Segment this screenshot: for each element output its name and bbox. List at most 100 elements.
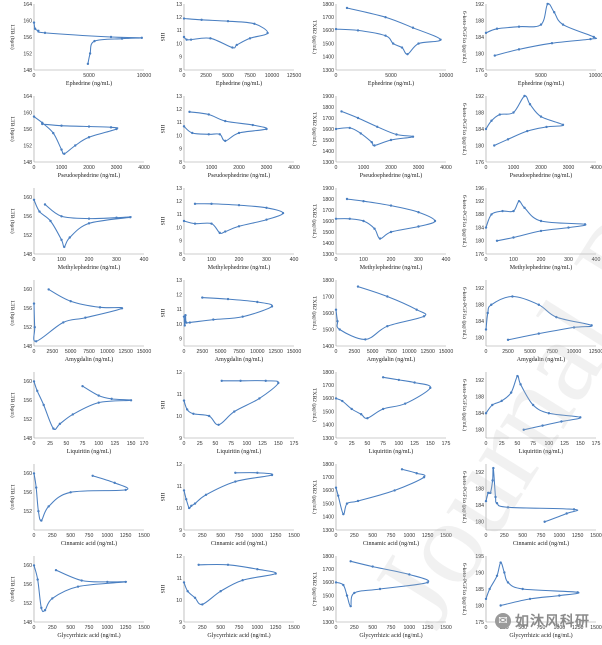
data-point — [124, 580, 127, 584]
data-point — [193, 596, 197, 599]
data-point — [253, 22, 256, 25]
x-tick-label: 25 — [499, 441, 505, 447]
chart-svg: 148 152 156 160 0 25 50 75 100 125 150 170 Liquiriti… — [9, 372, 148, 455]
x-tick-label: 500 — [216, 625, 225, 631]
x-tick-label: 3000 — [111, 165, 123, 171]
data-point — [553, 11, 556, 14]
x-tick-label: 200 — [537, 257, 546, 263]
y-axis-label: LTB (bpm) — [9, 576, 16, 601]
x-tick-label: 3000 — [563, 165, 575, 171]
x-tick-label: 15000 — [287, 349, 302, 355]
series-line — [33, 565, 128, 613]
data-point — [336, 320, 339, 323]
data-point — [486, 311, 489, 315]
data-point — [210, 222, 213, 225]
y-tick-label: 1700 — [322, 567, 334, 573]
x-tick-label: 12500 — [268, 349, 283, 355]
data-point — [555, 315, 558, 319]
x-tick-label: 5000 — [535, 73, 547, 79]
data-point — [115, 216, 118, 219]
data-point — [506, 506, 510, 509]
y-tick-label: 1600 — [322, 396, 334, 402]
data-point — [487, 491, 490, 495]
data-point — [237, 203, 241, 207]
x-tick-label: 1500 — [590, 625, 602, 631]
data-point — [484, 412, 488, 415]
x-tick-label: 1250 — [422, 533, 434, 539]
x-axis-label: Cinnamic acid (ng/mL) — [61, 540, 117, 547]
x-tick-label: 1500 — [138, 625, 150, 631]
y-tick-label: 180 — [475, 428, 484, 434]
x-tick-label: 250 — [350, 625, 359, 631]
data-point — [74, 144, 77, 147]
data-point — [572, 508, 576, 511]
data-point — [189, 38, 193, 41]
x-tick-label: 12500 — [589, 349, 602, 355]
data-point — [224, 139, 227, 143]
x-axis-label: Methylephedrine (ng/mL) — [208, 264, 270, 271]
chart-svg: 148 152 156 160 0 100 200 300 400 Methylephedrine… — [9, 188, 148, 271]
chart-panel: 9 10 11 12 0 25 50 75 100 125 150 175 Liquiritin (ng… — [154, 368, 300, 460]
x-tick-label: 1000 — [554, 625, 566, 631]
data-point — [334, 217, 338, 220]
y-tick-label: 180 — [475, 603, 484, 609]
data-point — [87, 217, 91, 220]
data-point — [366, 417, 369, 420]
chart-svg: 148 152 156 160 0 250 500 750 1000 1250 1500 Glycyr… — [9, 556, 150, 639]
y-tick-label: 1500 — [322, 327, 334, 333]
data-point — [182, 399, 186, 402]
data-point — [32, 472, 36, 475]
x-axis-label: Ephedrine (ng/mL) — [66, 80, 112, 87]
x-tick-label: 0 — [485, 349, 488, 355]
data-point — [516, 374, 519, 378]
data-point — [517, 48, 521, 51]
y-tick-label: 164 — [23, 94, 32, 100]
data-point — [129, 216, 132, 219]
chart-svg: 180 184 188 192 0 25 50 75 100 125 150 175 Liquiriti… — [461, 372, 600, 455]
y-tick-label: 192 — [475, 286, 484, 292]
y-tick-label: 160 — [23, 195, 32, 201]
y-tick-label: 1500 — [322, 409, 334, 415]
x-tick-label: 25 — [197, 441, 203, 447]
y-tick-label: 1700 — [322, 475, 334, 481]
data-point — [185, 38, 188, 41]
data-point — [386, 325, 389, 328]
chart-svg: 180 184 188 192 0 250 500 750 1000 1250 1500 Cinnam… — [461, 464, 602, 547]
data-point — [488, 587, 491, 591]
x-tick-label: 10000 — [439, 73, 454, 79]
data-point — [417, 42, 420, 45]
chart-panel: 148 152 156 160 0 250 500 750 1000 1250 1500 Glycyr… — [4, 552, 150, 644]
x-tick-label: 100 — [57, 257, 66, 263]
x-tick-label: 0 — [335, 165, 338, 171]
y-tick-label: 160 — [23, 379, 32, 385]
chart-panel: 180 184 188 192 0 250 500 750 1000 1250 1500 Cinnam… — [456, 460, 602, 552]
y-tick-label: 10 — [176, 322, 182, 328]
data-point — [187, 506, 191, 510]
data-point — [392, 42, 395, 45]
y-tick-label: 160 — [23, 563, 32, 569]
x-tick-label: 10000 — [250, 349, 265, 355]
data-point — [190, 504, 193, 507]
series-line — [485, 200, 587, 242]
chart-svg: 1300 1400 1500 1600 1700 1800 1900 0 100 200 300 40… — [311, 186, 450, 271]
x-tick-label: 0 — [183, 533, 186, 539]
data-point — [182, 17, 186, 20]
y-tick-label: 1800 — [322, 197, 334, 203]
chart-panel: 1751801851901950250500750100012501500Gly… — [456, 552, 602, 644]
y-axis-label: IIIS — [159, 33, 165, 42]
x-tick-label: 1250 — [270, 533, 282, 539]
data-point — [341, 399, 344, 403]
y-tick-label: 176 — [475, 252, 484, 258]
y-tick-label: 1800 — [322, 370, 334, 376]
data-point — [33, 27, 37, 30]
x-tick-label: 0 — [335, 533, 338, 539]
data-point — [537, 303, 540, 306]
y-tick-label: 1800 — [322, 2, 334, 8]
x-tick-label: 200 — [235, 257, 244, 263]
y-axis-label: LTB (bpm) — [9, 484, 16, 509]
y-tick-label: 152 — [23, 51, 32, 57]
data-point — [494, 495, 497, 499]
x-tick-label: 500 — [368, 625, 377, 631]
data-point — [512, 236, 515, 239]
y-tick-label: 184 — [475, 319, 484, 325]
